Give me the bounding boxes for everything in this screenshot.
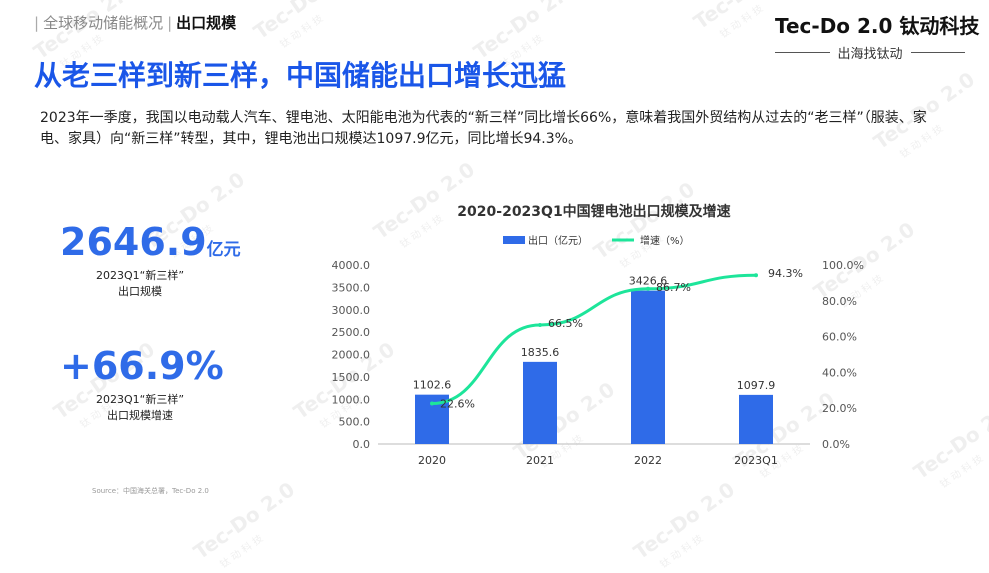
y-left-tick-label: 1000.0 xyxy=(332,393,371,406)
stat-caption-line1: 2023Q1“新三样” xyxy=(95,393,185,406)
tagline-divider-right xyxy=(910,52,966,53)
stat-value-row: +66.9% xyxy=(60,344,224,388)
stat-export-scale: 2646.9亿元 2023Q1“新三样” 出口规模 xyxy=(60,220,241,300)
brand-tagline-row: 出海找钛动 xyxy=(775,43,966,62)
breadcrumb-separator: | xyxy=(167,14,173,32)
breadcrumb: | 全球移动储能概况 | 出口规模 xyxy=(34,12,236,33)
growth-point-2020 xyxy=(430,401,434,406)
y-left-tick-label: 3500.0 xyxy=(332,281,371,294)
x-tick-label: 2021 xyxy=(526,454,554,467)
growth-point-2022 xyxy=(646,286,650,291)
stat-caption-line2: 出口规模增速 xyxy=(107,409,173,422)
y-right-tick-label: 100.0% xyxy=(822,259,864,272)
brand-logo: Tec-Do 2.0 钛动科技 出海找钛动 xyxy=(775,10,980,62)
y-right-tick-label: 80.0% xyxy=(822,295,857,308)
bar-value-label: 3426.6 xyxy=(629,275,668,288)
y-left-tick-label: 1500.0 xyxy=(332,371,371,384)
stat-caption: 2023Q1“新三样” 出口规模 xyxy=(60,268,220,300)
tagline-divider-left xyxy=(775,52,830,53)
chart-title: 2020-2023Q1中国锂电池出口规模及增速 xyxy=(457,203,730,220)
legend-swatch-bar xyxy=(503,236,525,244)
y-right-tick-label: 20.0% xyxy=(822,402,857,415)
chart-legend: 出口（亿元） 增速（%） xyxy=(503,234,690,247)
growth-point-2021 xyxy=(538,322,542,327)
growth-value-label: 86.7% xyxy=(656,281,691,294)
stat-caption: 2023Q1“新三样” 出口规模增速 xyxy=(60,392,220,424)
stat-value-row: 2646.9亿元 xyxy=(60,220,241,264)
bar-2022 xyxy=(631,290,665,444)
growth-value-label: 94.3% xyxy=(768,267,803,280)
y-left-tick-label: 2500.0 xyxy=(332,326,371,339)
stat-unit: 亿元 xyxy=(206,240,241,260)
stat-export-growth: +66.9% 2023Q1“新三样” 出口规模增速 xyxy=(60,344,224,424)
growth-value-label: 66.5% xyxy=(548,317,583,330)
source-note: Source：中国海关总署，Tec-Do 2.0 xyxy=(92,487,209,495)
bar-value-label: 1097.9 xyxy=(737,379,776,392)
y-left-tick-label: 0.0 xyxy=(353,438,371,451)
x-tick-label: 2020 xyxy=(418,454,446,467)
intro-paragraph: 2023年一季度，我国以电动载人汽车、锂电池、太阳能电池为代表的“新三样”同比增… xyxy=(40,110,927,147)
stat-value: 2646.9 xyxy=(60,220,207,264)
breadcrumb-leading-separator: | xyxy=(34,14,40,32)
breadcrumb-parent[interactable]: 全球移动储能概况 xyxy=(43,14,164,32)
brand-name: Tec-Do 2.0 钛动科技 xyxy=(775,14,980,38)
breadcrumb-current: 出口规模 xyxy=(176,14,237,32)
y-right-tick-label: 60.0% xyxy=(822,331,857,344)
y-left-tick-label: 500.0 xyxy=(339,416,371,429)
stat-caption-line1: 2023Q1“新三样” xyxy=(95,269,185,282)
stat-caption-line2: 出口规模 xyxy=(118,285,162,298)
bar-2023Q1 xyxy=(739,394,773,444)
bar-2021 xyxy=(523,361,557,444)
x-tick-label: 2023Q1 xyxy=(734,454,778,467)
brand-tagline: 出海找钛动 xyxy=(837,47,903,62)
page-title: 从老三样到新三样，中国储能出口增长迅猛 xyxy=(34,59,567,92)
x-tick-label: 2022 xyxy=(634,454,662,467)
bar-value-label: 1835.6 xyxy=(521,346,560,359)
growth-point-2023Q1 xyxy=(754,273,758,278)
growth-value-label: 22.6% xyxy=(440,398,475,411)
y-right-tick-label: 0.0% xyxy=(822,438,850,451)
y-right-tick-label: 40.0% xyxy=(822,366,857,379)
y-left-tick-label: 4000.0 xyxy=(332,259,371,272)
y-left-tick-label: 2000.0 xyxy=(332,349,371,362)
bar-value-label: 1102.6 xyxy=(413,379,452,392)
y-left-tick-label: 3000.0 xyxy=(332,304,371,317)
stat-value: +66.9% xyxy=(60,344,224,388)
growth-rate-line xyxy=(431,273,757,406)
legend-label-bar: 出口（亿元） xyxy=(528,234,588,247)
legend-label-line: 增速（%） xyxy=(640,234,690,247)
